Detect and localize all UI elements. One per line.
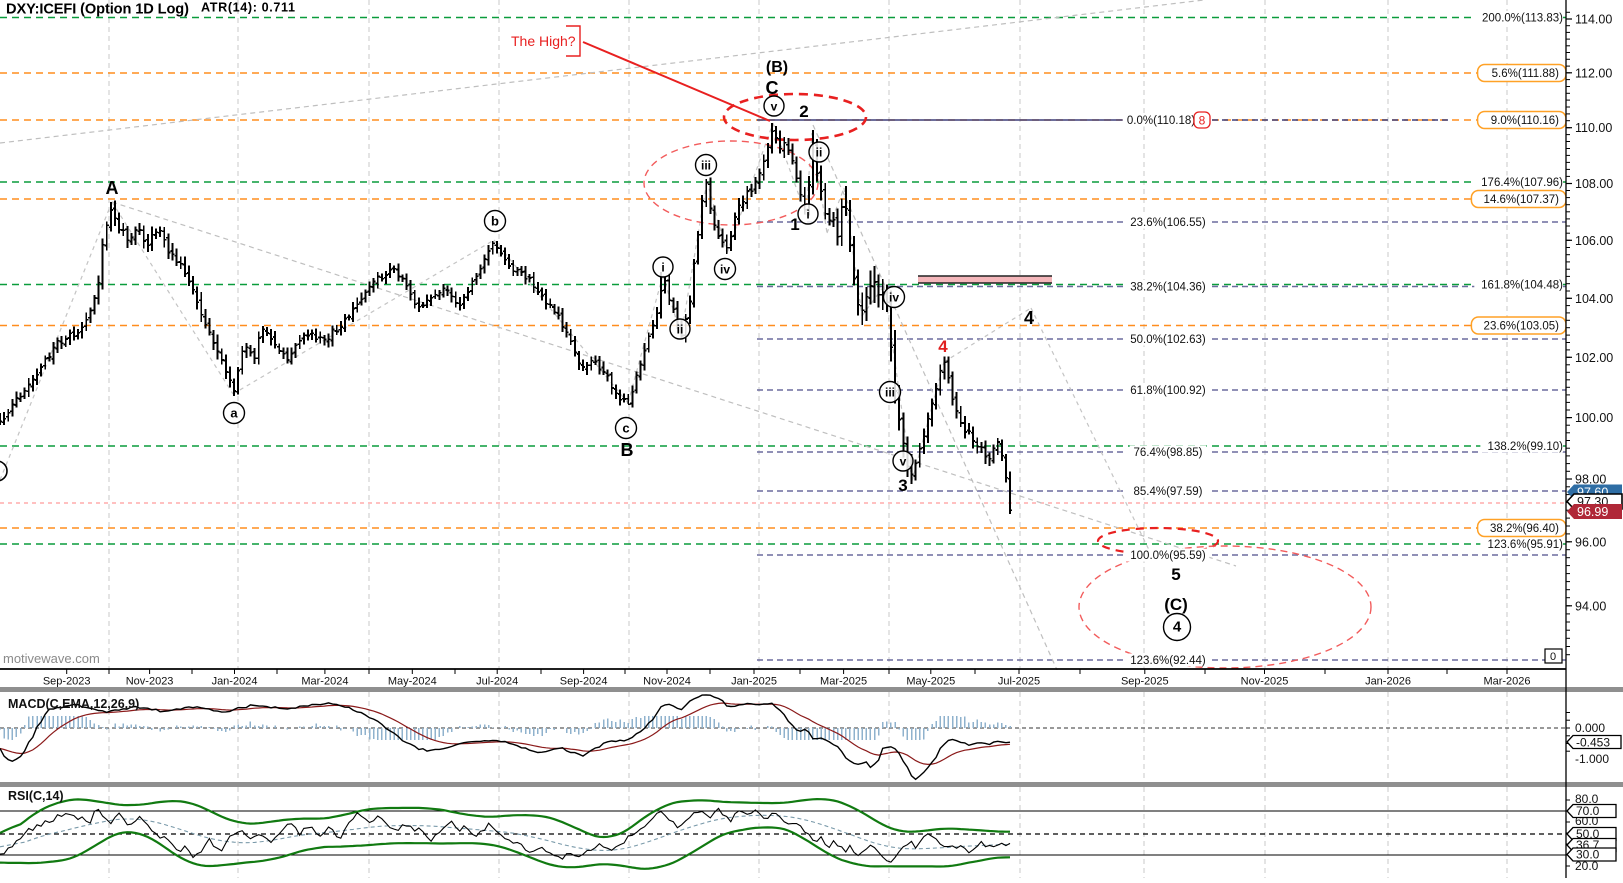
svg-text:The High?: The High? — [511, 33, 576, 49]
svg-text:5.6%(111.88): 5.6%(111.88) — [1492, 68, 1560, 80]
svg-text:70.0: 70.0 — [1576, 804, 1600, 818]
svg-text:ATR(14): 0.711: ATR(14): 0.711 — [201, 1, 295, 15]
svg-text:Mar-2024: Mar-2024 — [301, 676, 348, 688]
svg-text:May-2025: May-2025 — [906, 676, 955, 688]
svg-text:0.0%(110.18): 0.0%(110.18) — [1127, 115, 1195, 127]
svg-text:ii: ii — [816, 146, 823, 160]
svg-text:9.0%(110.16): 9.0%(110.16) — [1491, 115, 1559, 127]
svg-text:Mar-2026: Mar-2026 — [1483, 676, 1530, 688]
svg-text:Nov-2024: Nov-2024 — [643, 676, 691, 688]
svg-text:DXY:ICEFI (Option 1D Log): DXY:ICEFI (Option 1D Log) — [6, 2, 189, 18]
svg-text:ii: ii — [677, 323, 684, 337]
svg-text:114.00: 114.00 — [1575, 13, 1612, 27]
svg-text:96.99: 96.99 — [1577, 505, 1608, 519]
svg-text:14.6%(107.37): 14.6%(107.37) — [1484, 194, 1560, 206]
svg-text:96.00: 96.00 — [1575, 535, 1606, 549]
svg-text:38.2%(96.40): 38.2%(96.40) — [1490, 523, 1559, 535]
svg-text:A: A — [106, 178, 119, 198]
svg-text:23.6%(106.55): 23.6%(106.55) — [1130, 217, 1206, 229]
svg-text:176.4%(107.96): 176.4%(107.96) — [1481, 177, 1563, 189]
svg-text:110.00: 110.00 — [1575, 121, 1612, 135]
svg-text:98.00: 98.00 — [1575, 473, 1606, 487]
svg-text:B: B — [621, 440, 634, 460]
svg-text:-0.453: -0.453 — [1576, 736, 1610, 750]
svg-text:iii: iii — [701, 159, 711, 173]
svg-text:112.00: 112.00 — [1575, 66, 1612, 80]
svg-text:Sep-2023: Sep-2023 — [43, 676, 91, 688]
svg-text:C: C — [766, 78, 779, 98]
svg-text:Jan-2024: Jan-2024 — [212, 676, 258, 688]
svg-text:161.8%(104.48): 161.8%(104.48) — [1481, 280, 1563, 292]
svg-text:1: 1 — [790, 215, 799, 234]
svg-text:(B): (B) — [766, 59, 788, 76]
svg-text:23.6%(103.05): 23.6%(103.05) — [1484, 321, 1560, 333]
svg-text:b: b — [491, 214, 499, 229]
svg-text:Mar-2025: Mar-2025 — [820, 676, 867, 688]
svg-text:2: 2 — [799, 102, 808, 121]
svg-text:Jan-2025: Jan-2025 — [731, 676, 777, 688]
svg-text:v: v — [771, 100, 778, 114]
svg-text:Jan-2026: Jan-2026 — [1365, 676, 1411, 688]
svg-text:100.0%(95.59): 100.0%(95.59) — [1130, 550, 1206, 562]
svg-text:0.000: 0.000 — [1575, 721, 1605, 735]
svg-text:108.00: 108.00 — [1575, 177, 1613, 191]
svg-text:50.0%(102.63): 50.0%(102.63) — [1130, 334, 1206, 346]
svg-text:76.4%(98.85): 76.4%(98.85) — [1133, 447, 1202, 459]
svg-text:May-2024: May-2024 — [388, 676, 437, 688]
svg-text:(C): (C) — [1164, 595, 1188, 614]
svg-text:106.00: 106.00 — [1575, 234, 1613, 248]
svg-text:50.0: 50.0 — [1576, 827, 1600, 841]
svg-text:30.0: 30.0 — [1576, 848, 1600, 862]
svg-text:4: 4 — [938, 337, 948, 356]
svg-text:Jul-2024: Jul-2024 — [476, 676, 518, 688]
svg-text:i: i — [806, 208, 809, 222]
svg-text:38.2%(104.36): 38.2%(104.36) — [1130, 282, 1206, 294]
svg-text:4: 4 — [1173, 619, 1182, 636]
svg-text:85.4%(97.59): 85.4%(97.59) — [1133, 486, 1202, 498]
svg-text:3: 3 — [898, 476, 907, 495]
svg-text:iv: iv — [889, 291, 899, 305]
svg-text:123.6%(92.44): 123.6%(92.44) — [1130, 655, 1206, 667]
svg-text:iii: iii — [885, 386, 895, 400]
svg-text:94.00: 94.00 — [1575, 599, 1606, 613]
svg-text:Jul-2025: Jul-2025 — [998, 676, 1040, 688]
svg-text:61.8%(100.92): 61.8%(100.92) — [1130, 385, 1206, 397]
svg-text:Sep-2025: Sep-2025 — [1121, 676, 1169, 688]
svg-text:iv: iv — [720, 263, 730, 277]
svg-text:-1.000: -1.000 — [1575, 752, 1609, 766]
svg-text:20.0: 20.0 — [1575, 859, 1599, 873]
svg-text:102.00: 102.00 — [1575, 351, 1613, 365]
svg-text:104.00: 104.00 — [1575, 292, 1613, 306]
svg-text:motivewave.com: motivewave.com — [3, 651, 100, 666]
svg-text:Nov-2023: Nov-2023 — [126, 676, 174, 688]
svg-text:8: 8 — [1199, 114, 1206, 128]
svg-text:c: c — [622, 421, 629, 436]
svg-text:v: v — [900, 455, 907, 469]
svg-text:Sep-2024: Sep-2024 — [560, 676, 608, 688]
svg-text:i: i — [661, 261, 664, 275]
svg-text:0: 0 — [1550, 651, 1556, 663]
svg-text:138.2%(99.10): 138.2%(99.10) — [1488, 441, 1564, 453]
svg-text:a: a — [230, 406, 238, 421]
svg-text:100.00: 100.00 — [1575, 411, 1613, 425]
svg-text:MACD(C,EMA,12,26,9): MACD(C,EMA,12,26,9) — [8, 697, 139, 711]
svg-text:4: 4 — [1024, 308, 1034, 328]
svg-text:RSI(C,14): RSI(C,14) — [8, 789, 64, 803]
svg-text:80.0: 80.0 — [1575, 792, 1599, 806]
svg-text:123.6%(95.91): 123.6%(95.91) — [1488, 539, 1564, 551]
svg-text:200.0%(113.83): 200.0%(113.83) — [1482, 13, 1563, 25]
svg-text:5: 5 — [1171, 565, 1180, 584]
svg-text:Nov-2025: Nov-2025 — [1241, 676, 1289, 688]
